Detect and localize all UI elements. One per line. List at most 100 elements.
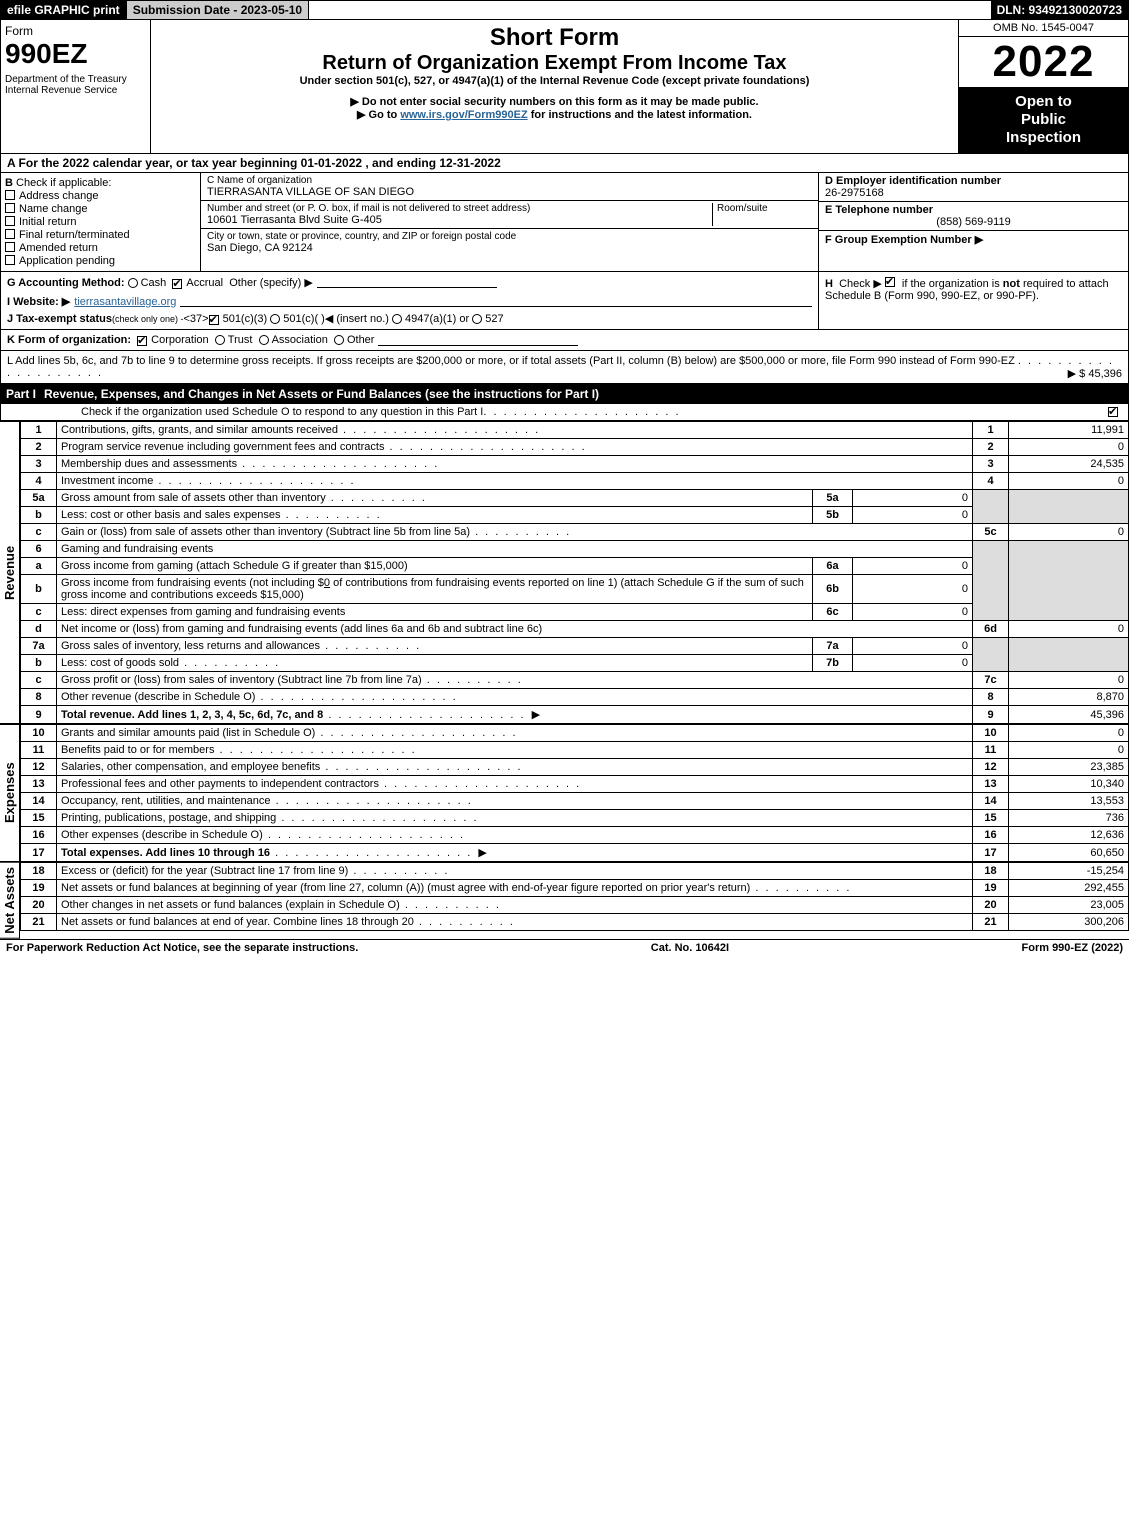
k-label: K Form of organization: <box>7 334 131 346</box>
part-i-label: Part I <box>6 387 44 401</box>
line-7c: c Gross profit or (loss) from sales of i… <box>21 672 1129 689</box>
org-street: 10601 Tierrasanta Blvd Suite G-405 <box>207 214 712 226</box>
checkbox-corporation[interactable] <box>137 336 147 346</box>
revenue-vert-label: Revenue <box>0 421 20 724</box>
l13-rn: 13 <box>973 776 1009 793</box>
l6a-num: a <box>21 558 57 575</box>
k-trust: Trust <box>228 334 253 346</box>
c-street-label: Number and street (or P. O. box, if mail… <box>207 203 712 214</box>
line-5a: 5a Gross amount from sale of assets othe… <box>21 490 1129 507</box>
l8-val: 8,870 <box>1009 689 1129 706</box>
g-other-line[interactable] <box>317 277 497 288</box>
l6b-sn: 6b <box>813 575 853 604</box>
g-cash: Cash <box>141 277 167 289</box>
section-i: I Website: ▶ tierrasantavillage.org <box>7 295 812 308</box>
checkbox-501c3[interactable] <box>209 315 219 325</box>
radio-527[interactable] <box>472 314 482 324</box>
radio-association[interactable] <box>259 335 269 345</box>
l11-rn: 11 <box>973 742 1009 759</box>
l7c-rn: 7c <box>973 672 1009 689</box>
l19-val: 292,455 <box>1009 880 1129 897</box>
l6b-sv: 0 <box>853 575 973 604</box>
l7a-num: 7a <box>21 638 57 655</box>
radio-501c[interactable] <box>270 314 280 324</box>
irs-link[interactable]: www.irs.gov/Form990EZ <box>400 109 527 121</box>
checkbox-schedule-o[interactable] <box>1108 407 1118 417</box>
l16-desc: Other expenses (describe in Schedule O) <box>61 829 263 841</box>
checkbox-final-return[interactable] <box>5 229 15 239</box>
line-11: 11 Benefits paid to or for members 11 0 <box>21 742 1129 759</box>
l16-rn: 16 <box>973 827 1009 844</box>
checkbox-initial-return[interactable] <box>5 216 15 226</box>
l21-num: 21 <box>21 914 57 931</box>
b-letter: B <box>5 177 13 189</box>
website-link[interactable]: tierrasantavillage.org <box>74 296 176 308</box>
j-501c3: 501(c)(3) <box>223 313 268 325</box>
page-footer: For Paperwork Reduction Act Notice, see … <box>0 939 1129 956</box>
l6-num: 6 <box>21 541 57 558</box>
footer-cat-no: Cat. No. 10642I <box>651 942 729 954</box>
l4-desc: Investment income <box>61 475 153 487</box>
part-i-header: Part I Revenue, Expenses, and Changes in… <box>0 384 1129 404</box>
line-7b: b Less: cost of goods sold 7b 0 <box>21 655 1129 672</box>
title-return: Return of Organization Exempt From Incom… <box>155 52 954 75</box>
k-assoc: Association <box>272 334 328 346</box>
line-17: 17 Total expenses. Add lines 10 through … <box>21 844 1129 862</box>
l14-desc: Occupancy, rent, utilities, and maintena… <box>61 795 271 807</box>
l5c-desc: Gain or (loss) from sale of assets other… <box>61 526 470 538</box>
checkbox-name-change[interactable] <box>5 203 15 213</box>
l17-rn: 17 <box>973 844 1009 862</box>
l6-desc: Gaming and fundraising events <box>57 541 973 558</box>
checkbox-amended-return[interactable] <box>5 242 15 252</box>
section-l: L Add lines 5b, 6c, and 7b to line 9 to … <box>0 351 1129 384</box>
l12-rn: 12 <box>973 759 1009 776</box>
l10-rn: 10 <box>973 725 1009 742</box>
form-header: Form 990EZ Department of the Treasury In… <box>0 20 1129 154</box>
j-527: 527 <box>485 313 503 325</box>
l2-val: 0 <box>1009 439 1129 456</box>
l6d-num: d <box>21 621 57 638</box>
l9-num: 9 <box>21 706 57 724</box>
radio-other[interactable] <box>334 335 344 345</box>
radio-4947[interactable] <box>392 314 402 324</box>
l-amount: ▶ $ 45,396 <box>1068 367 1122 380</box>
top-bar: efile GRAPHIC print Submission Date - 20… <box>0 0 1129 20</box>
checkbox-accrual[interactable] <box>172 279 182 289</box>
l12-num: 12 <box>21 759 57 776</box>
l8-desc: Other revenue (describe in Schedule O) <box>61 691 255 703</box>
revenue-table: 1 Contributions, gifts, grants, and simi… <box>20 421 1129 724</box>
l15-desc: Printing, publications, postage, and shi… <box>61 812 276 824</box>
l8-num: 8 <box>21 689 57 706</box>
header-left: Form 990EZ Department of the Treasury In… <box>1 20 151 153</box>
j-label: J Tax-exempt status <box>7 313 112 325</box>
line-6d: d Net income or (loss) from gaming and f… <box>21 621 1129 638</box>
website-line <box>180 296 812 307</box>
l7c-val: 0 <box>1009 672 1129 689</box>
j-insert: ◀ (insert no.) <box>325 312 389 325</box>
h-label: H <box>825 278 833 290</box>
l18-rn: 18 <box>973 863 1009 880</box>
radio-trust[interactable] <box>215 335 225 345</box>
l21-desc: Net assets or fund balances at end of ye… <box>61 916 414 928</box>
section-a: A For the 2022 calendar year, or tax yea… <box>0 154 1129 173</box>
l10-num: 10 <box>21 725 57 742</box>
title-short-form: Short Form <box>155 24 954 52</box>
checkbox-address-change[interactable] <box>5 190 15 200</box>
l15-rn: 15 <box>973 810 1009 827</box>
l18-val: -15,254 <box>1009 863 1129 880</box>
radio-cash[interactable] <box>128 278 138 288</box>
open-public-box: Open to Public Inspection <box>959 87 1128 153</box>
h-text2: if the organization is <box>902 278 1003 290</box>
k-other-line[interactable] <box>378 335 578 346</box>
line-1: 1 Contributions, gifts, grants, and simi… <box>21 422 1129 439</box>
efile-label[interactable]: efile GRAPHIC print <box>1 1 127 19</box>
l13-val: 10,340 <box>1009 776 1129 793</box>
checkbox-application-pending[interactable] <box>5 255 15 265</box>
note-goto-pre: ▶ Go to <box>357 109 400 121</box>
l2-num: 2 <box>21 439 57 456</box>
part-i-sub: Check if the organization used Schedule … <box>0 404 1129 421</box>
c-city-label: City or town, state or province, country… <box>207 231 812 242</box>
form-number: 990EZ <box>5 38 146 70</box>
checkbox-h[interactable] <box>885 277 895 287</box>
h-not: not <box>1003 278 1020 290</box>
